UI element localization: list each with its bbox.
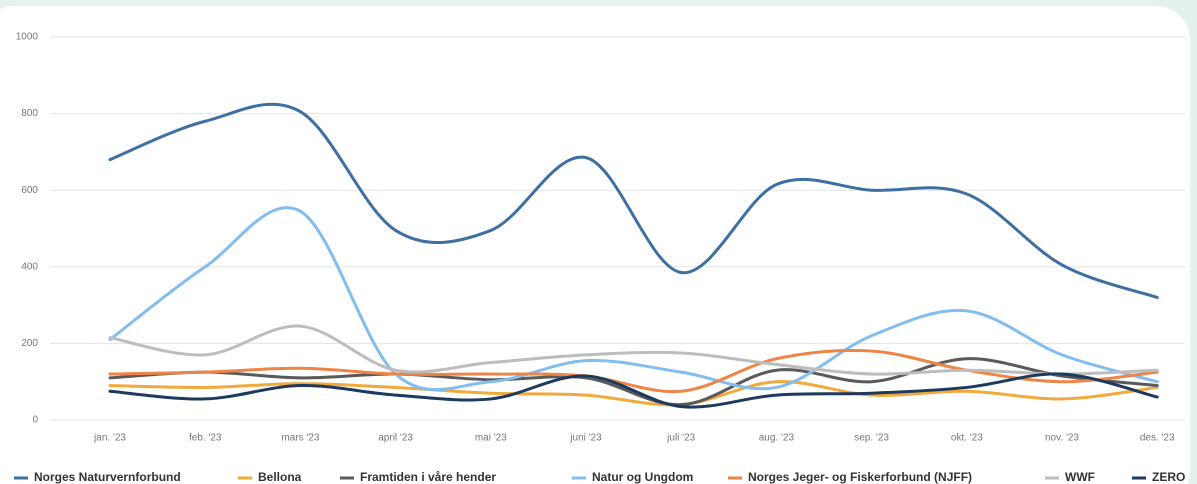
line bbox=[108, 380, 1159, 407]
x-tick-label: sep. '23 bbox=[854, 433, 889, 444]
x-tick-label: des. '23 bbox=[1140, 433, 1175, 444]
line bbox=[108, 372, 1159, 409]
x-tick-label: juni '23 bbox=[569, 433, 602, 444]
y-tick-label: 400 bbox=[21, 261, 38, 272]
x-tick-label: jan. '23 bbox=[93, 433, 126, 444]
legend-label: Framtiden i våre hender bbox=[360, 470, 496, 484]
line bbox=[108, 357, 1159, 407]
x-tick-label: aug. '23 bbox=[759, 433, 795, 444]
y-tick-label: 600 bbox=[21, 185, 38, 196]
x-tick-label: okt. '23 bbox=[951, 433, 983, 444]
line bbox=[108, 206, 1159, 392]
line bbox=[108, 102, 1159, 299]
y-tick-label: 800 bbox=[21, 108, 38, 119]
card bbox=[0, 6, 1190, 484]
legend-label: Natur og Ungdom bbox=[592, 470, 693, 484]
legend-label: ZERO bbox=[1152, 470, 1185, 484]
x-tick-label: mars '23 bbox=[281, 433, 319, 444]
legend-label: Norges Jeger- og Fiskerforbund (NJFF) bbox=[748, 470, 972, 484]
x-tick-label: april '23 bbox=[378, 433, 413, 444]
legend-label: Norges Naturvernforbund bbox=[34, 470, 181, 484]
line bbox=[108, 324, 1159, 376]
y-tick-label: 0 bbox=[32, 415, 38, 426]
y-tick-label: 200 bbox=[21, 338, 38, 349]
y-tick-label: 1000 bbox=[16, 32, 39, 43]
legend-label: WWF bbox=[1065, 470, 1095, 484]
x-tick-label: feb. '23 bbox=[189, 433, 222, 444]
legend-label: Bellona bbox=[258, 470, 302, 484]
x-tick-label: mai '23 bbox=[475, 433, 507, 444]
x-tick-label: nov. '23 bbox=[1045, 433, 1079, 444]
x-tick-label: juli '23 bbox=[666, 433, 695, 444]
